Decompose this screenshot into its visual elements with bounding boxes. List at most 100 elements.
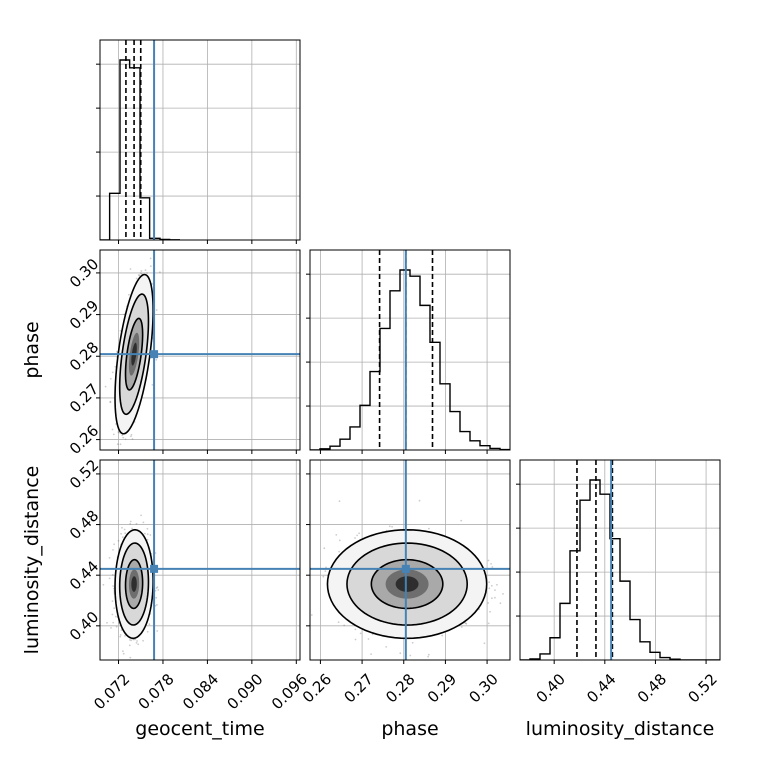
sample-point xyxy=(146,538,149,541)
x-axis-label-geocent-time: geocent_time xyxy=(135,718,264,740)
sample-point xyxy=(109,377,112,380)
sample-point xyxy=(119,443,122,446)
sample-point xyxy=(335,534,338,536)
sample-point xyxy=(146,533,149,536)
sample-point xyxy=(370,653,372,655)
sample-point xyxy=(491,597,493,600)
sample-point xyxy=(146,272,149,274)
sample-point xyxy=(127,293,130,296)
sample-point xyxy=(131,527,134,530)
sample-point xyxy=(129,656,132,659)
sample-point xyxy=(140,514,143,517)
contour-line-2 xyxy=(346,542,469,626)
sample-point xyxy=(108,557,111,559)
sample-point xyxy=(159,271,161,274)
sample-point xyxy=(356,534,358,537)
sample-point xyxy=(129,479,131,481)
sample-point xyxy=(310,614,313,616)
y-axis-label-phase: phase xyxy=(21,321,43,378)
x-tick-label: 0.078 xyxy=(135,670,178,713)
contour-fill-peak xyxy=(395,576,419,592)
y-tick-label: 0.27 xyxy=(66,380,102,416)
sample-point xyxy=(487,622,490,625)
sample-point xyxy=(130,433,133,436)
sample-point xyxy=(499,602,502,605)
sample-point xyxy=(464,622,467,625)
sample-point xyxy=(460,519,463,522)
sample-point xyxy=(128,644,131,647)
panel-contents xyxy=(291,460,510,660)
sample-point xyxy=(490,563,492,565)
sample-point xyxy=(483,642,486,645)
sample-point xyxy=(111,613,114,616)
sample-point xyxy=(114,365,117,368)
sample-point xyxy=(322,575,325,578)
sample-point xyxy=(409,654,412,657)
y-tick-label: 0.44 xyxy=(66,557,102,593)
sample-point xyxy=(104,385,107,388)
sample-point xyxy=(399,652,402,655)
sample-point xyxy=(358,532,360,535)
sample-point xyxy=(465,622,468,625)
sample-point xyxy=(112,621,115,624)
sample-point xyxy=(135,642,138,644)
sample-point xyxy=(111,428,114,431)
contour-line-3 xyxy=(326,528,488,640)
sample-point xyxy=(116,350,118,353)
sample-point xyxy=(129,268,132,270)
sample-point xyxy=(142,521,145,524)
sample-point xyxy=(146,630,149,633)
x-tick-label: 0.27 xyxy=(341,670,377,706)
sample-point xyxy=(146,527,149,530)
sample-point xyxy=(338,500,341,503)
sample-point xyxy=(109,401,112,404)
panel-frame xyxy=(519,459,721,661)
sample-point xyxy=(131,438,134,440)
sample-point xyxy=(139,272,142,275)
sample-point xyxy=(149,534,152,536)
sample-point xyxy=(487,559,490,562)
sample-point xyxy=(144,269,147,271)
panels: 0.40 0.44 0.48 0.520.260.270.280.290.300.07… xyxy=(66,39,721,713)
sample-point xyxy=(113,543,115,546)
sample-point xyxy=(124,532,127,535)
truth-marker xyxy=(150,350,159,359)
sample-point xyxy=(488,581,490,584)
sample-point xyxy=(121,434,124,437)
sample-point xyxy=(155,358,158,361)
contour-line-2 xyxy=(118,293,150,416)
diag-panel-phase xyxy=(306,249,511,454)
sample-point xyxy=(338,550,340,553)
sample-point xyxy=(411,641,414,644)
sample-point xyxy=(156,604,158,606)
diag-panel-geocent-time xyxy=(96,39,301,244)
sample-point xyxy=(122,652,125,655)
sample-point xyxy=(291,534,293,536)
x-tick-label: 0.52 xyxy=(685,670,721,706)
sample-point xyxy=(121,536,124,539)
sample-point xyxy=(130,435,132,438)
sample-point xyxy=(112,585,114,587)
sample-point xyxy=(125,469,127,471)
sample-point xyxy=(494,589,496,591)
sample-point xyxy=(354,628,357,631)
sample-point xyxy=(110,627,112,629)
sample-point xyxy=(306,563,308,565)
sample-point xyxy=(388,525,391,528)
sample-point xyxy=(135,522,138,525)
sample-point xyxy=(343,624,346,627)
x-axis-label-luminosity-distance: luminosity_distance xyxy=(526,718,715,740)
x-tick-label: 0.44 xyxy=(583,670,619,706)
sample-point xyxy=(324,570,327,572)
sample-point xyxy=(122,436,125,439)
sample-point xyxy=(130,639,133,642)
sample-point xyxy=(119,634,122,636)
panel-phase-vs-geocent-time: 0.26 0.27 0.28 0.29 0.30 xyxy=(66,249,301,481)
sample-point xyxy=(489,610,491,613)
sample-point xyxy=(354,638,357,641)
contour-line-1 xyxy=(370,558,444,610)
sample-point xyxy=(136,640,139,642)
sample-point xyxy=(124,438,127,441)
sample-point xyxy=(151,384,154,386)
sample-point xyxy=(129,522,132,525)
